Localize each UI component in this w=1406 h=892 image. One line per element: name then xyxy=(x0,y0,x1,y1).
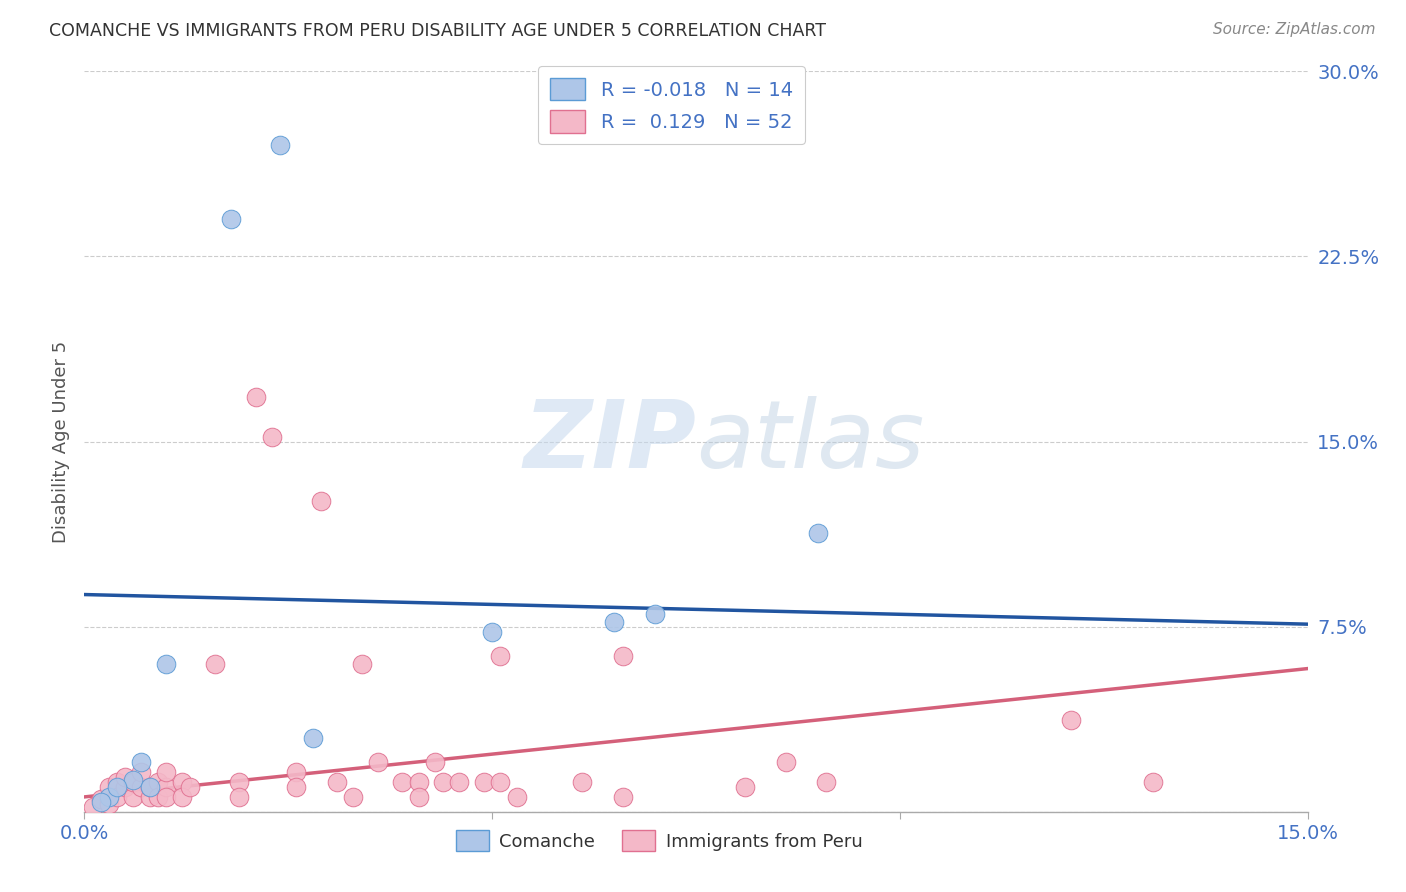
Point xyxy=(734,780,756,794)
Point xyxy=(105,780,128,794)
Point xyxy=(122,775,145,789)
Point xyxy=(489,649,512,664)
Point xyxy=(97,789,120,804)
Point xyxy=(775,756,797,770)
Point xyxy=(408,775,430,789)
Point xyxy=(122,789,145,804)
Point xyxy=(285,765,308,780)
Point xyxy=(138,780,160,794)
Point xyxy=(391,775,413,789)
Point xyxy=(423,756,446,770)
Point xyxy=(179,780,201,794)
Point xyxy=(155,789,177,804)
Text: COMANCHE VS IMMIGRANTS FROM PERU DISABILITY AGE UNDER 5 CORRELATION CHART: COMANCHE VS IMMIGRANTS FROM PERU DISABIL… xyxy=(49,22,827,40)
Point xyxy=(603,615,626,629)
Y-axis label: Disability Age Under 5: Disability Age Under 5 xyxy=(52,341,70,542)
Point xyxy=(138,789,160,804)
Point xyxy=(155,657,177,671)
Point xyxy=(131,765,153,780)
Point xyxy=(131,756,153,770)
Point xyxy=(155,765,177,780)
Point xyxy=(105,789,128,804)
Point xyxy=(1060,714,1083,728)
Point xyxy=(432,775,454,789)
Point xyxy=(367,756,389,770)
Point xyxy=(97,797,120,812)
Point xyxy=(82,799,104,814)
Point xyxy=(301,731,323,745)
Point xyxy=(309,493,332,508)
Point xyxy=(481,624,503,639)
Point xyxy=(146,789,169,804)
Point xyxy=(269,138,291,153)
Point xyxy=(1142,775,1164,789)
Point xyxy=(105,775,128,789)
Point xyxy=(228,789,250,804)
Point xyxy=(489,775,512,789)
Point xyxy=(90,792,112,806)
Point xyxy=(172,789,194,804)
Point xyxy=(408,789,430,804)
Point xyxy=(131,780,153,794)
Text: Source: ZipAtlas.com: Source: ZipAtlas.com xyxy=(1212,22,1375,37)
Point xyxy=(90,795,112,809)
Point xyxy=(472,775,495,789)
Legend: Comanche, Immigrants from Peru: Comanche, Immigrants from Peru xyxy=(449,823,870,858)
Point xyxy=(326,775,349,789)
Point xyxy=(245,390,267,404)
Point xyxy=(612,789,634,804)
Point xyxy=(350,657,373,671)
Point xyxy=(114,780,136,794)
Point xyxy=(260,429,283,443)
Point xyxy=(285,780,308,794)
Point xyxy=(807,525,830,540)
Point xyxy=(449,775,471,789)
Text: atlas: atlas xyxy=(696,396,924,487)
Point xyxy=(505,789,527,804)
Point xyxy=(204,657,226,671)
Point xyxy=(138,780,160,794)
Point xyxy=(114,770,136,784)
Text: ZIP: ZIP xyxy=(523,395,696,488)
Point xyxy=(172,775,194,789)
Point xyxy=(644,607,666,622)
Point xyxy=(612,649,634,664)
Point xyxy=(122,772,145,787)
Point xyxy=(342,789,364,804)
Point xyxy=(228,775,250,789)
Point xyxy=(155,780,177,794)
Point xyxy=(97,780,120,794)
Point xyxy=(146,775,169,789)
Point xyxy=(571,775,593,789)
Point xyxy=(815,775,838,789)
Point xyxy=(219,212,242,227)
